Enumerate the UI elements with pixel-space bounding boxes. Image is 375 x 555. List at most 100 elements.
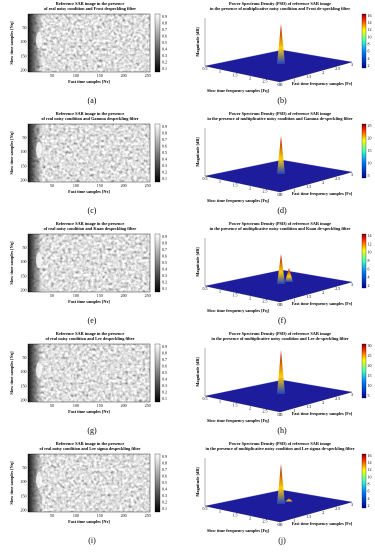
colorbar-tick-label: 10 [368, 250, 372, 255]
colorbar-tick-label: 0.6 [162, 143, 167, 148]
slow-tick-label: 3 [279, 302, 281, 307]
x-tick-label: 200 [121, 293, 127, 298]
panel-label: (e) [88, 316, 97, 325]
y-axis-label: Slow time samples [Nη] [9, 351, 14, 395]
colorbar-tick-label: 10 [368, 474, 372, 479]
z-axis-label: Magnitude [dB] [195, 137, 200, 167]
fast-tick-label: 0.5 [278, 302, 283, 307]
fast-tick-label: 1.5 [306, 514, 311, 519]
slow-tick-label: 2 [249, 516, 251, 521]
bright-target [36, 252, 42, 269]
x-axis-label: Fast time samples [Nτ] [68, 79, 110, 84]
y-tick-label: 50 [23, 135, 27, 140]
fast-tick-label: 0.5 [278, 82, 283, 87]
fast-tick-label: 3 [351, 282, 353, 287]
slow-tick-label: 3 [279, 82, 281, 87]
x-tick-label: 50 [50, 293, 54, 298]
y-axis-label: Slow time samples [Nη] [9, 241, 14, 285]
colorbar-tick-label: 0.6 [162, 253, 167, 258]
x-tick-label: 100 [73, 73, 79, 78]
y-axis-label: Slow time samples [Nη] [9, 131, 14, 175]
colorbar-tick-label: 14 [368, 233, 372, 238]
colorbar [361, 123, 367, 179]
panel-title: in the presence of multiplicative noisy … [210, 6, 350, 11]
panel-title: Reference SAR image in the presence [56, 221, 125, 226]
panel-title: of real noisy condition and Lee sigma de… [40, 446, 141, 451]
y-tick-label: 100 [21, 149, 27, 154]
image-frame [27, 453, 151, 513]
colorbar-tick-label: 0.3 [162, 493, 167, 498]
y-tick-label: 200 [21, 68, 27, 73]
sar-image [28, 454, 150, 512]
panel-label: (c) [88, 206, 97, 215]
sar-image [28, 124, 150, 182]
colorbar-tick-label: 4 [368, 275, 370, 280]
colorbar-tick-label: 0.5 [162, 370, 167, 375]
z-axis-label: Magnitude [dB] [195, 357, 200, 387]
psd-peak [277, 254, 285, 284]
panel-label: (i) [88, 536, 96, 545]
colorbar-tick-label: 20 [368, 363, 372, 368]
psd-axes [204, 501, 353, 523]
fast-tick-label: 1.5 [306, 404, 311, 409]
psd-peak [277, 24, 285, 64]
dark-band [28, 344, 42, 402]
slow-tick-label: 0.5 [203, 176, 208, 181]
colorbar [361, 343, 367, 399]
psd-peak [285, 498, 293, 502]
fast-tick-label: 1.5 [306, 184, 311, 189]
z-axis-label: Magnitude [dB] [195, 467, 200, 497]
colorbar-tick-label: 0.6 [162, 33, 167, 38]
x-tick-label: 100 [73, 183, 79, 188]
fast-tick-label: 3 [351, 172, 353, 177]
fast-tick-label: 0.5 [278, 412, 283, 417]
colorbar-tick-label: 16 [368, 13, 372, 18]
psd-axes [204, 281, 353, 303]
colorbar [154, 13, 161, 73]
panel-title: Reference SAR image in the presence [56, 441, 125, 446]
fast-tick-label: 2 [322, 510, 324, 515]
colorbar-tick-label: 0.5 [162, 40, 167, 45]
y-tick-label: 200 [21, 288, 27, 293]
x-tick-label: 200 [121, 73, 127, 78]
slow-axis-label: Slow time frequency samples [Fη] [207, 198, 270, 203]
slow-tick-label: 2.5 [263, 409, 268, 414]
fast-tick-label: 2 [322, 290, 324, 295]
y-tick-label: 100 [21, 479, 27, 484]
x-tick-label: 250 [145, 293, 151, 298]
colorbar-tick-label: 0.3 [162, 383, 167, 388]
x-tick-label: 50 [50, 183, 54, 188]
panel-title: Power Spectrum Density (PSD) of referenc… [229, 1, 331, 6]
panel-label: (b) [277, 96, 287, 105]
x-tick-label: 150 [97, 73, 103, 78]
z-axis-label: Magnitude [dB] [195, 27, 200, 57]
colorbar-tick-label: 6 [368, 49, 370, 54]
colorbar-tick-label: 5 [368, 393, 370, 398]
x-tick-label: 200 [121, 183, 127, 188]
colorbar-tick-label: 0.1 [162, 506, 167, 511]
y-tick-label: 150 [21, 163, 27, 168]
colorbar-tick-label: 10 [368, 34, 372, 39]
slow-tick-label: 0.5 [203, 396, 208, 401]
psd-axes [204, 171, 353, 193]
slow-tick-label: 3 [279, 192, 281, 197]
panel-label: (a) [88, 96, 97, 105]
colorbar-tick-label: 0.4 [162, 486, 167, 491]
colorbar [154, 343, 161, 403]
colorbar-tick-label: 0.4 [162, 46, 167, 51]
fast-tick-label: 2 [322, 70, 324, 75]
panel-title: of real noisy condition and Lee despeckl… [45, 336, 134, 341]
fast-tick-label: 0.5 [278, 192, 283, 197]
slow-tick-label: 2.5 [263, 519, 268, 524]
psd-peak [277, 464, 285, 504]
colorbar-tick-label: 10 [368, 160, 372, 165]
y-tick-label: 50 [23, 465, 27, 470]
colorbar-tick-label: 0.2 [162, 279, 167, 284]
colorbar-tick-label: 4 [368, 496, 370, 501]
colorbar-tick-label: 0.5 [162, 260, 167, 265]
panel-title: Power Spectrum Density (PSD) of referenc… [229, 331, 331, 336]
y-tick-label: 50 [23, 355, 27, 360]
psd-peak [277, 350, 285, 394]
colorbar-tick-label: 0.3 [162, 163, 167, 168]
panel-title: of real noisy condition and Frost despec… [44, 6, 136, 11]
